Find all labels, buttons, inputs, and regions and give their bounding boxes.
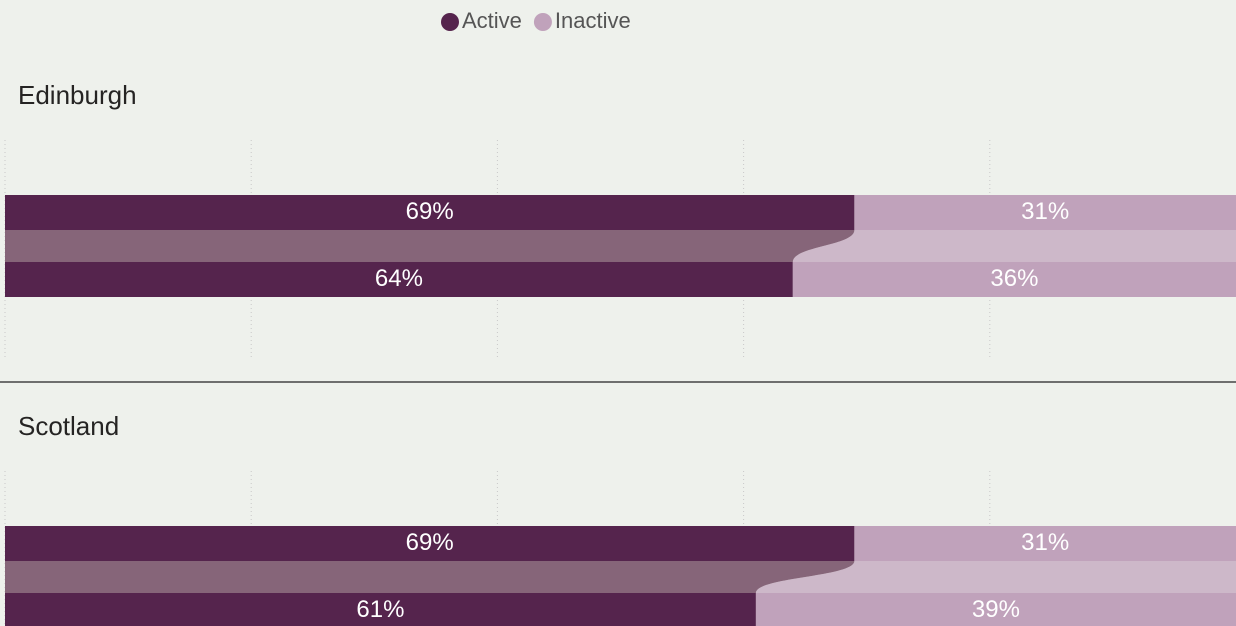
ribbon-inactive	[792, 230, 1236, 262]
legend-swatch	[441, 13, 459, 31]
ribbon-inactive	[755, 561, 1236, 593]
value-label: 69%	[406, 529, 454, 556]
value-label: 69%	[406, 198, 454, 225]
bar-segment	[5, 262, 793, 297]
value-label: 36%	[990, 265, 1038, 292]
bar-segment	[5, 593, 756, 626]
bar-segment	[755, 593, 1236, 626]
ribbon-active	[5, 561, 855, 593]
bar-segment	[5, 195, 855, 230]
value-label: 39%	[972, 596, 1020, 623]
bar-segment	[792, 262, 1236, 297]
bar-segment	[854, 195, 1236, 230]
bar-segment	[854, 526, 1236, 561]
value-label: 61%	[356, 596, 404, 623]
legend-swatch	[533, 13, 552, 31]
value-label: 31%	[1021, 529, 1069, 556]
value-label: 64%	[375, 265, 423, 292]
panel-title: Edinburgh	[18, 80, 137, 110]
legend-label: Active	[462, 8, 522, 33]
bar-segment	[5, 526, 855, 561]
value-label: 31%	[1021, 198, 1069, 225]
ribbon-active	[5, 230, 855, 262]
panel-title: Scotland	[18, 411, 119, 441]
legend-label: Inactive	[555, 8, 631, 33]
